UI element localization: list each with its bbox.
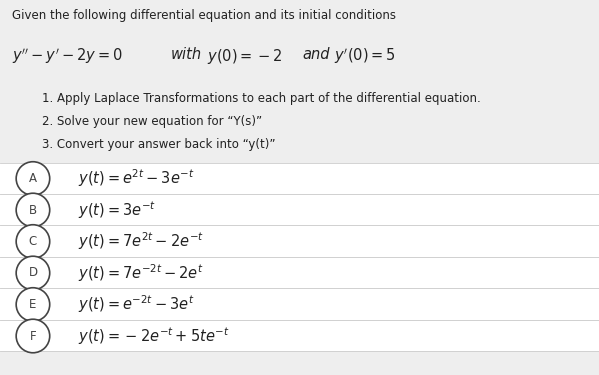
FancyBboxPatch shape <box>0 321 599 351</box>
Ellipse shape <box>16 319 50 353</box>
Text: C: C <box>29 235 37 248</box>
Text: and: and <box>302 47 330 62</box>
Text: E: E <box>29 298 37 311</box>
Ellipse shape <box>16 162 50 195</box>
Ellipse shape <box>16 288 50 321</box>
Text: D: D <box>28 267 38 279</box>
Text: 1. Apply Laplace Transformations to each part of the differential equation.: 1. Apply Laplace Transformations to each… <box>42 92 480 105</box>
Text: $y'(0) = 5$: $y'(0) = 5$ <box>334 47 396 66</box>
Text: Given the following differential equation and its initial conditions: Given the following differential equatio… <box>12 9 396 22</box>
Text: A: A <box>29 172 37 185</box>
Text: $y(t) = 3e^{-t}$: $y(t) = 3e^{-t}$ <box>78 199 156 221</box>
Text: $y(t) = 7e^{-2t} - 2e^{t}$: $y(t) = 7e^{-2t} - 2e^{t}$ <box>78 262 204 284</box>
Text: $y(t) = -2e^{-t} + 5te^{-t}$: $y(t) = -2e^{-t} + 5te^{-t}$ <box>78 325 229 347</box>
Text: 3. Convert your answer back into “y(t)”: 3. Convert your answer back into “y(t)” <box>42 138 276 152</box>
Text: F: F <box>29 330 37 342</box>
Ellipse shape <box>16 193 50 227</box>
Text: $y(0) = -2$: $y(0) = -2$ <box>207 47 282 66</box>
FancyBboxPatch shape <box>0 226 599 257</box>
Text: $y'' - y' - 2y = 0$: $y'' - y' - 2y = 0$ <box>12 47 123 66</box>
Text: with: with <box>171 47 202 62</box>
Text: $y(t) = e^{-2t} - 3e^{t}$: $y(t) = e^{-2t} - 3e^{t}$ <box>78 294 195 315</box>
FancyBboxPatch shape <box>0 289 599 320</box>
Ellipse shape <box>16 256 50 290</box>
FancyBboxPatch shape <box>0 163 599 194</box>
Text: B: B <box>29 204 37 216</box>
FancyBboxPatch shape <box>0 195 599 225</box>
Text: $y(t) = e^{2t} - 3e^{-t}$: $y(t) = e^{2t} - 3e^{-t}$ <box>78 168 195 189</box>
FancyBboxPatch shape <box>0 258 599 288</box>
Ellipse shape <box>16 225 50 258</box>
Text: 2. Solve your new equation for “Y(s)”: 2. Solve your new equation for “Y(s)” <box>42 115 262 128</box>
Text: $y(t) = 7e^{2t} - 2e^{-t}$: $y(t) = 7e^{2t} - 2e^{-t}$ <box>78 231 204 252</box>
